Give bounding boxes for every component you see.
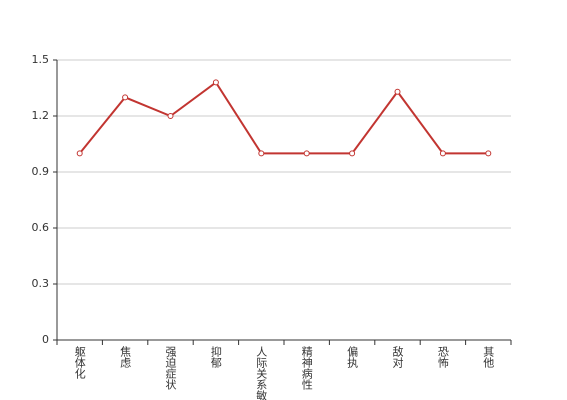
point (76, 150, 83, 157)
point (349, 150, 356, 157)
point (303, 150, 310, 157)
x-tick-label: 强迫症状 (164, 346, 177, 390)
point (212, 79, 219, 86)
x-tick-label: 精神病性 (300, 346, 313, 391)
point (439, 150, 446, 157)
y-tick-label: 0.6 (32, 221, 50, 234)
line (78, 80, 489, 155)
x-tick-label: 抑郁 (209, 345, 222, 368)
y-tick-label: 0.3 (32, 277, 50, 290)
y-tick-label: 0 (42, 333, 49, 346)
y-tick-label: 0.9 (32, 165, 50, 178)
y-tick-label: 1.5 (32, 53, 50, 66)
x-tick-label: 其他 (482, 346, 495, 368)
x-tick-label: 敌对 (391, 345, 404, 368)
x-tick-label: 人际关系敏感 (255, 346, 268, 400)
x-tick-label: 焦虑 (119, 346, 132, 368)
point (485, 150, 492, 157)
point (394, 88, 401, 95)
point (258, 150, 265, 157)
x-tick-label: 躯体化 (73, 346, 86, 380)
point (167, 113, 174, 119)
y-tick-label: 1.2 (32, 109, 50, 122)
point (122, 94, 129, 101)
x-tick-label: 偏执 (346, 345, 359, 369)
x-tick-label: 恐怖 (436, 346, 449, 368)
